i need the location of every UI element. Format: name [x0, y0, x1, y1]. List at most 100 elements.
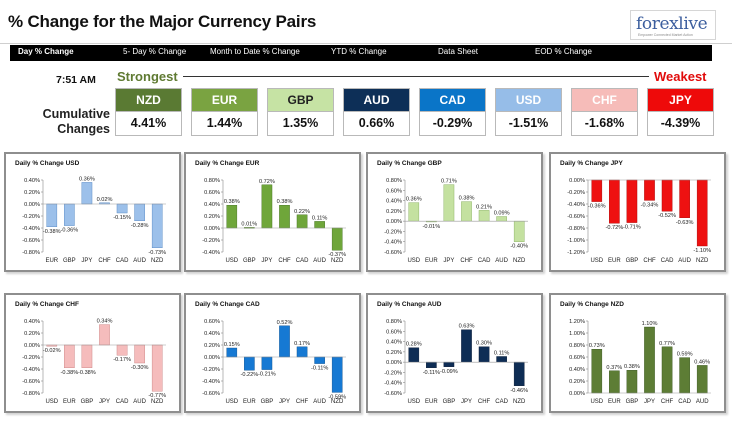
data-label: -0.38%: [43, 229, 61, 235]
y-tick-label: 0.40%: [386, 199, 402, 205]
currency-box-cad[interactable]: CAD -0.29%: [419, 88, 486, 136]
x-tick-label: EUR: [63, 399, 76, 405]
y-tick-label: -0.60%: [22, 379, 40, 385]
chart-panel-cad[interactable]: Daily % Change CAD -0.60% -0.40% -0.20% 0.00…: [184, 293, 361, 413]
x-tick-label: CAD: [296, 258, 309, 264]
bar-cad: [296, 214, 308, 229]
y-tick-label: -0.40%: [202, 250, 220, 256]
logo-wordmark: forexlive: [636, 14, 708, 34]
y-tick-label: 0.00%: [569, 391, 585, 397]
x-tick-label: GBP: [81, 399, 94, 405]
x-tick-label: CHF: [661, 399, 674, 405]
chart-panel-gbp[interactable]: Daily % Change GBP -0.60% -0.40% -0.20% 0.00…: [366, 152, 543, 272]
nav-mtd-change[interactable]: Month to Date % Change: [210, 47, 300, 56]
x-tick-label: USD: [225, 399, 238, 405]
data-label: -0.73%: [148, 250, 166, 256]
bar-chart: -1.20% -1.00% -0.80% -0.60% -0.40% -0.20% 0.00…: [567, 178, 711, 264]
currency-name: JPY: [648, 89, 713, 112]
x-tick-label: USD: [407, 258, 420, 264]
currency-box-usd[interactable]: USD -1.51%: [495, 88, 562, 136]
bar-nzd: [331, 356, 343, 393]
currency-name: CHF: [572, 89, 637, 112]
nav-data-sheet[interactable]: Data Sheet: [438, 47, 479, 56]
chart-panel-eur[interactable]: Daily % Change EUR -0.40% -0.20% 0.00% 0.20%…: [184, 152, 361, 272]
x-tick-label: NZD: [696, 258, 709, 264]
x-tick-label: USD: [590, 258, 603, 264]
bar-jpy: [261, 184, 273, 229]
data-label: 0.38%: [224, 199, 240, 205]
x-tick-label: CAD: [116, 258, 129, 264]
data-label: -0.28%: [131, 223, 149, 229]
x-tick-label: USD: [45, 399, 58, 405]
weakest-label: Weakest: [654, 69, 707, 84]
data-label: 0.73%: [589, 343, 605, 349]
bar-jpy: [644, 326, 655, 394]
x-tick-label: GBP: [443, 399, 456, 405]
currency-box-jpy[interactable]: JPY -4.39%: [647, 88, 714, 136]
data-label: -0.36%: [60, 228, 78, 234]
bar-chf: [461, 201, 472, 222]
currency-box-chf[interactable]: CHF -1.68%: [571, 88, 638, 136]
y-tick-label: -0.80%: [22, 391, 40, 397]
bar-eur: [609, 370, 620, 394]
nav-5day-change[interactable]: 5- Day % Change: [123, 47, 187, 56]
nav-day-change[interactable]: Day % Change: [18, 47, 74, 56]
bar-jpy: [461, 329, 472, 363]
bar-chart: -0.40% -0.20% 0.00% 0.20% 0.40% 0.60% 0.80% 0.3…: [202, 178, 346, 264]
x-tick-label: NZD: [513, 258, 526, 264]
currency-name: NZD: [116, 89, 181, 112]
bar-jpy: [279, 325, 290, 358]
y-tick-label: 0.20%: [204, 214, 220, 220]
y-tick-label: 0.60%: [204, 319, 220, 325]
data-label: -0.37%: [328, 252, 346, 258]
x-tick-label: JPY: [81, 258, 92, 264]
x-tick-label: EUR: [243, 399, 256, 405]
y-tick-label: 1.20%: [569, 319, 585, 325]
chart-panel-usd[interactable]: Daily % Change USD -0.80% -0.60% -0.40% -0.2…: [4, 152, 181, 272]
bar-cad: [661, 179, 673, 212]
data-label: 0.15%: [224, 342, 240, 348]
chart-panel-aud[interactable]: Daily % Change AUD -0.60% -0.40% -0.20% 0.00…: [366, 293, 543, 413]
currency-box-aud[interactable]: AUD 0.66%: [343, 88, 410, 136]
page-header: % Change for the Major Currency Pairs fo…: [0, 0, 732, 44]
bar-aud: [496, 216, 507, 222]
bar-gbp: [626, 369, 638, 394]
x-tick-label: GBP: [63, 258, 76, 264]
bar-jpy: [443, 184, 455, 222]
nav-eod-change[interactable]: EOD % Change: [535, 47, 592, 56]
y-tick-label: -0.40%: [384, 240, 402, 246]
y-tick-label: 0.20%: [204, 343, 220, 349]
y-tick-label: 0.00%: [204, 226, 220, 232]
chart-panel-nzd[interactable]: Daily % Change NZD 0.00% 0.20% 0.40% 0.60% 0.…: [549, 293, 726, 413]
forexlive-logo[interactable]: forexlive Empower Connected Market Actio…: [630, 10, 716, 40]
bar-chf: [644, 179, 655, 201]
data-label: -0.01%: [422, 224, 440, 230]
bar-usd: [226, 347, 238, 358]
data-label: -0.36%: [588, 204, 606, 210]
data-label: 1.10%: [642, 321, 658, 327]
data-label: -0.11%: [311, 366, 328, 372]
chart-panel-jpy[interactable]: Daily % Change JPY -1.20% -1.00% -0.80% -0.6…: [549, 152, 726, 272]
data-label: -0.02%: [43, 348, 61, 354]
bar-chf: [661, 346, 673, 394]
data-label: 0.36%: [406, 197, 422, 203]
chart-panel-chf[interactable]: Daily % Change CHF -0.80% -0.60% -0.40% -0.2…: [4, 293, 181, 413]
x-tick-label: EUR: [608, 399, 621, 405]
bar-usd: [408, 347, 420, 363]
currency-box-eur[interactable]: EUR 1.44%: [191, 88, 258, 136]
currency-box-nzd[interactable]: NZD 4.41%: [115, 88, 182, 136]
nav-ytd-change[interactable]: YTD % Change: [331, 47, 387, 56]
currency-box-gbp[interactable]: GBP 1.35%: [267, 88, 334, 136]
y-tick-label: -1.20%: [567, 250, 585, 256]
bar-aud: [134, 203, 145, 221]
cumulative-changes-label: Cumulative Changes: [42, 107, 110, 136]
data-label: -0.11%: [423, 370, 440, 376]
bar-gbp: [81, 344, 93, 368]
bar-nzd: [696, 179, 708, 247]
bar-chf: [279, 205, 290, 229]
x-tick-label: USD: [407, 399, 420, 405]
data-label: -0.09%: [440, 369, 458, 375]
bar-gbp: [443, 361, 455, 367]
y-tick-label: -0.20%: [22, 214, 40, 220]
y-tick-label: -0.60%: [202, 391, 220, 397]
